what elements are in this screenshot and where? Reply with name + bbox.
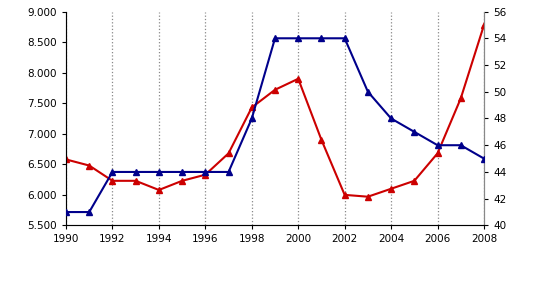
Number of Banks (Right Axis) bbox=[86, 210, 92, 214]
Total Branches bbox=[318, 138, 324, 142]
Number of Banks (Right Axis) bbox=[458, 144, 464, 147]
Number of Banks (Right Axis) bbox=[342, 37, 348, 40]
Total Branches bbox=[249, 106, 255, 109]
Total Branches bbox=[63, 158, 69, 161]
Total Branches bbox=[388, 187, 394, 190]
Number of Banks (Right Axis) bbox=[133, 170, 139, 174]
Total Branches bbox=[272, 88, 278, 92]
Number of Banks (Right Axis) bbox=[272, 37, 278, 40]
Number of Banks (Right Axis) bbox=[318, 37, 324, 40]
Number of Banks (Right Axis) bbox=[434, 144, 441, 147]
Total Branches bbox=[295, 77, 301, 81]
Line: Total Branches: Total Branches bbox=[63, 22, 487, 199]
Number of Banks (Right Axis) bbox=[63, 210, 69, 214]
Total Branches bbox=[109, 179, 116, 183]
Number of Banks (Right Axis) bbox=[226, 170, 232, 174]
Total Branches bbox=[156, 188, 162, 192]
Total Branches bbox=[434, 152, 441, 155]
Total Branches bbox=[179, 179, 185, 183]
Number of Banks (Right Axis) bbox=[156, 170, 162, 174]
Number of Banks (Right Axis) bbox=[109, 170, 116, 174]
Total Branches bbox=[202, 173, 208, 177]
Number of Banks (Right Axis) bbox=[249, 117, 255, 120]
Number of Banks (Right Axis) bbox=[388, 117, 394, 120]
Total Branches bbox=[411, 179, 417, 183]
Number of Banks (Right Axis) bbox=[481, 157, 487, 160]
Line: Number of Banks (Right Axis): Number of Banks (Right Axis) bbox=[63, 36, 487, 215]
Total Branches bbox=[226, 152, 232, 155]
Number of Banks (Right Axis) bbox=[365, 90, 371, 94]
Total Branches bbox=[86, 164, 92, 167]
Total Branches bbox=[481, 23, 487, 27]
Number of Banks (Right Axis) bbox=[411, 130, 417, 134]
Number of Banks (Right Axis) bbox=[179, 170, 185, 174]
Total Branches bbox=[342, 193, 348, 197]
Number of Banks (Right Axis) bbox=[295, 37, 301, 40]
Number of Banks (Right Axis) bbox=[202, 170, 208, 174]
Total Branches bbox=[365, 195, 371, 199]
Total Branches bbox=[458, 97, 464, 100]
Total Branches bbox=[133, 179, 139, 183]
